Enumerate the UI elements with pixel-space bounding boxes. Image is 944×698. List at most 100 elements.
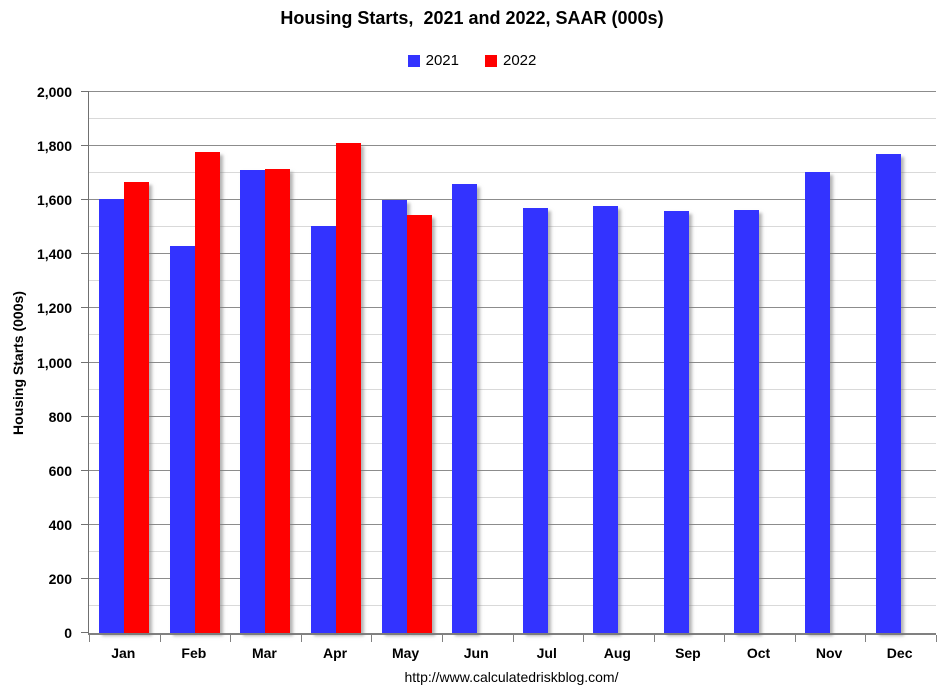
bar-2021-mar [240,169,266,633]
gridline-1200 [89,307,936,309]
bar-2021-jul [522,207,548,633]
category-oct [724,92,795,633]
x-axis-label-apr: Apr [322,645,348,661]
gridline-100 [89,604,936,606]
bar-2021-feb [169,246,195,633]
legend-item-2022: 2022 [485,52,536,69]
y-tick-800 [81,415,89,417]
gridline-800 [89,415,936,417]
gridline-1000 [89,361,936,363]
gridline-600 [89,469,936,471]
y-axis-label-1000: 1,000 [36,354,72,371]
category-jul [512,92,583,633]
bar-2021-aug [593,206,619,633]
category-mar [230,92,301,633]
legend-swatch-2022-icon [485,54,497,67]
x-tick-5 [441,635,443,642]
category-aug [583,92,654,633]
x-tick-12 [936,635,937,642]
x-tick-8 [653,635,655,642]
gridline-500 [89,496,936,498]
category-feb [160,92,231,633]
gridline-300 [89,550,936,552]
footer-url: http://www.calculatedriskblog.com/ [404,669,619,685]
gridline-400 [89,523,936,525]
x-axis-label-feb: Feb [181,645,207,661]
x-axis-label-jun: Jun [463,645,489,661]
x-axis-label-jan: Jan [111,645,136,661]
chart-title: Housing Starts, 2021 and 2022, SAAR (000… [280,8,664,28]
gridline-1500 [89,226,936,228]
category-nov [795,92,866,633]
category-apr [301,92,372,633]
bar-2021-sep [663,211,689,633]
x-tick-2 [230,635,232,642]
y-axis-label-1800: 1,800 [36,138,72,155]
y-tick-600 [81,469,89,471]
y-axis-label-600: 600 [48,462,72,479]
y-tick-400 [81,523,89,525]
legend-item-2021: 2021 [407,52,459,69]
y-tick-1400 [81,253,89,255]
x-axis-label-nov: Nov [815,645,843,661]
y-tick-1600 [81,199,89,201]
x-tick-11 [865,635,867,642]
x-axis-label-may: May [391,645,420,661]
legend-swatch-2021-icon [407,54,420,67]
x-tick-10 [794,635,796,642]
x-tick-9 [724,635,726,642]
category-dec [865,92,936,633]
x-tick-1 [159,635,161,642]
bar-2022-jan [124,182,150,633]
gridline-2000 [89,91,936,92]
category-jan [89,92,160,633]
x-tick-6 [512,635,514,642]
y-axis-label-400: 400 [48,516,72,533]
y-axis-labels: 0 200 400 600 800 1,000 1,200 1,400 1,600 1,800 2,… [0,84,80,641]
legend: 2021 2022 [0,52,944,69]
gridline-1800 [89,145,936,147]
x-axis-label-dec: Dec [886,645,913,661]
x-axis-label-sep: Sep [675,645,701,661]
plot-area [81,91,937,642]
bar-2021-jan [99,198,125,633]
bars [89,92,936,633]
bar-2021-oct [734,209,760,633]
bar-2021-apr [311,225,337,633]
gridline-900 [89,388,936,390]
y-tick-1800 [81,145,89,147]
x-tick-7 [583,635,585,642]
gridline-1900 [89,118,936,120]
gridline-200 [89,577,936,579]
legend-label-2021: 2021 [425,52,459,69]
bar-2021-nov [805,171,831,633]
x-tick-4 [371,635,373,642]
gridline-1100 [89,334,936,336]
bar-2021-may [381,200,407,633]
category-sep [654,92,725,633]
y-axis-label-2000: 2,000 [36,84,72,100]
y-axis-label-200: 200 [48,570,72,587]
gridline-1300 [89,280,936,282]
category-jun [442,92,513,633]
x-axis-label-jul: Jul [536,645,557,661]
gridline-1600 [89,199,936,201]
x-axis-labels: Jan Feb Mar Apr May Jun Jul Aug Sep Oct Nov Dec [88,645,935,661]
y-tick-1000 [81,361,89,363]
y-tick-200 [81,577,89,579]
bar-2022-feb [194,152,220,633]
y-tick-2000 [81,91,89,92]
x-axis-label-oct: Oct [746,645,771,661]
x-tick-3 [300,635,302,642]
y-tick-1200 [81,307,89,309]
x-axis-label-mar: Mar [251,645,277,661]
y-axis-label-0: 0 [64,625,72,641]
y-axis-label-1400: 1,400 [36,246,72,263]
x-tick-0 [89,635,90,642]
y-axis-label-800: 800 [48,408,72,425]
bar-2021-dec [875,154,901,633]
bar-2022-may [406,214,432,633]
legend-label-2022: 2022 [503,52,537,69]
bar-2022-apr [336,143,362,633]
